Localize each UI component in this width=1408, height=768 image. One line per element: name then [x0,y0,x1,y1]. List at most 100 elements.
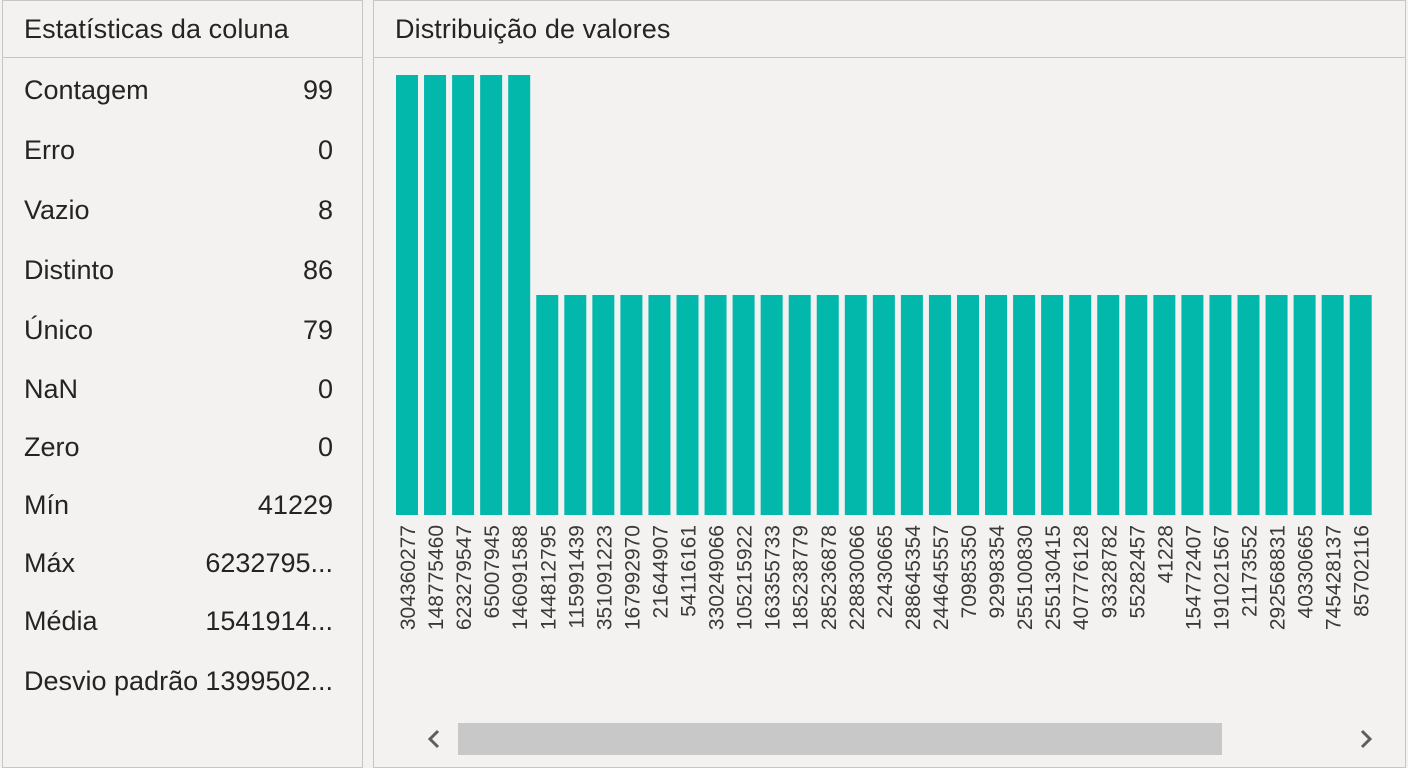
chart-bar[interactable] [1209,295,1232,515]
chart-bar[interactable] [564,295,587,515]
chart-bar[interactable] [1321,295,1344,515]
chart-bar[interactable] [452,75,475,515]
x-tick-label: 54116161 [678,525,701,617]
stat-value: 0 [317,373,333,404]
x-tick-label: 255100830 [1014,525,1037,630]
chart-bar[interactable] [536,295,559,515]
stat-value: 8 [317,194,333,225]
chart-bar[interactable] [1153,295,1176,515]
x-tick-label: 244645557 [930,525,953,630]
x-tick-label: 115991439 [565,525,588,629]
chart-bar[interactable] [508,75,531,515]
x-tick-label: 21173552 [1239,525,1262,617]
chart-bar[interactable] [1181,295,1204,515]
stat-label: Zero [24,431,80,462]
chart-bar[interactable] [1237,295,1260,515]
chart-bar[interactable] [620,295,643,515]
scrollbar-track[interactable] [458,723,1342,755]
stat-label: Vazio [24,194,90,225]
stat-value: 79 [302,314,333,345]
x-tick-label: 22430665 [874,525,897,618]
value-distribution-panel: Distribuição de valores 304360277 1487754… [373,0,1406,768]
stat-value: 41229 [257,489,333,520]
stat-label: Contagem [24,74,149,105]
stat-row: Zero 0 [24,427,333,467]
x-tick-label: 285236878 [818,525,841,630]
chart-bar[interactable] [648,295,671,515]
x-tick-label: 55282457 [1126,525,1149,618]
stat-row: Desvio padrão 1399502... [24,661,333,701]
chart-bar[interactable] [1125,295,1148,515]
x-tick-label: 191021567 [1210,525,1233,630]
chart-bar[interactable] [928,295,951,515]
x-tick-label: 351091223 [593,525,616,630]
chevron-right-icon[interactable] [1356,723,1376,755]
chart-bar[interactable] [676,295,699,515]
stat-value: 0 [317,431,333,462]
x-tick-label: 623279547 [453,525,476,630]
stat-row: Distinto 86 [24,250,333,290]
x-tick-label: 167992970 [621,525,644,630]
chart-bar[interactable] [1097,295,1120,515]
stat-label: Erro [24,134,76,165]
chart-bar[interactable] [872,295,895,515]
chart-bar[interactable] [424,75,447,515]
value-distribution-title: Distribuição de valores [374,1,1405,58]
x-tick-label: 330249066 [706,525,729,630]
chart-bar[interactable] [985,295,1008,515]
chart-bar[interactable] [1041,295,1064,515]
chart-bar[interactable] [816,295,839,515]
chart-bar[interactable] [844,295,867,515]
column-statistics-title: Estatísticas da coluna [3,1,362,58]
stat-value: 0 [317,134,333,165]
stat-row: Único 79 [24,310,333,350]
x-tick-label: 154772407 [1182,525,1205,630]
x-tick-label: 85702116 [1351,525,1374,617]
x-tick-label: 185238779 [790,525,813,630]
scrollbar-thumb[interactable] [458,723,1222,755]
x-tick-label: 304360277 [397,525,420,630]
stat-row: Vazio 8 [24,190,333,230]
stat-row: Contagem 99 [24,70,333,110]
x-tick-label: 292568831 [1267,525,1290,630]
chart-bar[interactable] [900,295,923,515]
x-tick-label: 21644907 [649,525,672,618]
distribution-chart: 304360277 148775460 623279547 65007945 14609… [374,58,1405,710]
stat-label: Único [24,314,94,345]
stat-row: NaN 0 [24,369,333,409]
x-tick-label: 93328782 [1098,525,1121,618]
chevron-left-icon[interactable] [424,723,444,755]
column-statistics-panel: Estatísticas da coluna Contagem 99 Erro 0 Va… [2,0,363,768]
x-tick-label: 65007945 [481,525,504,618]
stat-value: 1541914... [205,605,333,636]
chart-bar[interactable] [1069,295,1092,515]
stat-label: Desvio padrão [24,665,199,696]
stat-label: Distinto [24,254,115,285]
x-tick-label: 255130415 [1042,525,1065,630]
horizontal-scrollbar[interactable] [424,723,1376,755]
stat-label: Mín [24,489,70,520]
chart-bar[interactable] [592,295,615,515]
x-tick-label: 228830066 [846,525,869,630]
chart-bar[interactable] [704,295,727,515]
chart-bar[interactable] [760,295,783,515]
chart-bar[interactable] [957,295,979,515]
chart-bar[interactable] [480,75,503,515]
x-tick-label: 41228 [1154,525,1177,583]
chart-bar[interactable] [1265,295,1288,515]
stat-value: 1399502... [205,665,333,696]
x-tick-label: 148775460 [425,525,448,630]
chart-bar[interactable] [396,75,418,515]
chart-bar[interactable] [1293,295,1316,515]
x-tick-label: 92998354 [986,525,1009,619]
chart-bar[interactable] [1349,295,1372,515]
stat-row: Média 1541914... [24,601,333,641]
x-tick-label: 105215922 [734,525,757,630]
stat-label: Média [24,605,98,636]
x-tick-label: 745428137 [1323,525,1346,630]
chart-bar[interactable] [732,295,755,515]
x-tick-label: 70985350 [958,525,981,618]
chart-bar[interactable] [788,295,811,515]
chart-bar[interactable] [1013,295,1036,515]
stat-value: 6232795... [205,547,333,578]
